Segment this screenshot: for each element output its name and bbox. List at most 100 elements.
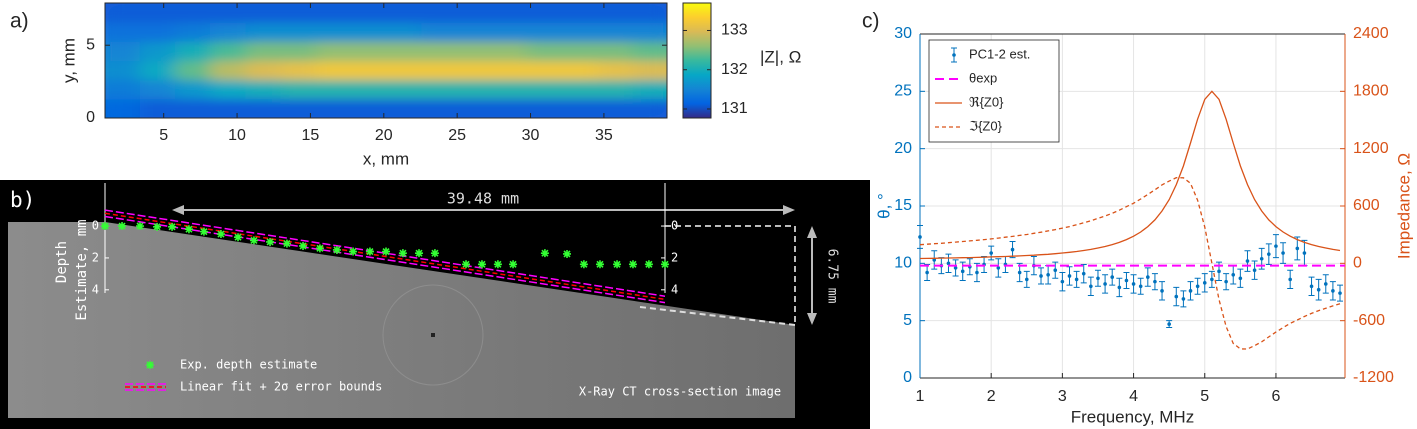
heatmap-cell	[174, 79, 212, 100]
data-point	[1167, 322, 1171, 326]
y-tick-label: 2	[671, 250, 678, 264]
depth-point	[136, 222, 145, 231]
heatmap-cell	[597, 40, 634, 61]
legend-marker	[146, 361, 154, 369]
data-point	[1046, 273, 1050, 277]
heatmap-cell	[105, 3, 141, 23]
heatmap-cell	[210, 79, 247, 100]
legend-box	[928, 39, 1060, 143]
heatmap-cell	[210, 98, 247, 118]
y-tick-label: 25	[894, 83, 912, 100]
heatmap-cell	[245, 98, 282, 118]
heatmap-cell	[491, 40, 529, 61]
heatmap-cell	[280, 60, 317, 81]
heatmap-cell	[386, 40, 423, 61]
depth-point	[613, 260, 622, 269]
heatmap-cell	[210, 21, 247, 42]
data-point	[1281, 251, 1285, 255]
depth-point	[349, 247, 358, 256]
heatmap-cell	[456, 79, 493, 100]
heatmap-cell	[632, 3, 667, 23]
data-point	[1138, 284, 1143, 289]
heatmap-cell	[245, 3, 282, 23]
legend-label: Linear fit + 2σ error bounds	[180, 380, 382, 394]
x-axis-label: Frequency, MHz	[1071, 407, 1194, 426]
data-point	[1067, 274, 1072, 278]
x-tick-label: 15	[302, 127, 320, 144]
heatmap	[105, 3, 667, 118]
heatmap-cell	[280, 3, 317, 23]
x-tick-label: 30	[522, 127, 540, 144]
heatmap-cell	[632, 60, 667, 81]
data-point	[1039, 274, 1043, 278]
heatmap-cell	[456, 40, 493, 61]
data-point	[1274, 244, 1278, 248]
heatmap-cell	[386, 3, 423, 23]
data-point	[1259, 256, 1264, 261]
heatmap-cell	[280, 98, 317, 118]
heatmap-cell	[597, 79, 634, 100]
y-tick-label: 20	[894, 140, 912, 157]
panel-label: b)	[10, 188, 35, 212]
heatmap-cell	[210, 40, 247, 61]
heatmap-cell	[527, 21, 564, 42]
width-annotation: 39.48 mm	[447, 190, 519, 208]
depth-point	[249, 236, 258, 245]
ct-wedge	[8, 222, 795, 418]
heatmap-cell	[139, 60, 176, 81]
ct-spot	[431, 333, 435, 337]
y-tick-label: 0	[671, 219, 678, 233]
data-point	[1089, 284, 1093, 289]
data-point	[1295, 246, 1300, 251]
x-tick-label: 10	[228, 127, 246, 144]
y-tick-label: 0	[903, 369, 912, 386]
depth-point	[462, 260, 471, 269]
heatmap-cell	[174, 3, 212, 23]
depth-point	[365, 247, 374, 256]
heatmap-cell	[421, 98, 458, 118]
heatmap-cell	[491, 3, 529, 23]
depth-point	[493, 260, 502, 269]
data-point	[1323, 282, 1328, 286]
data-point	[1024, 277, 1029, 282]
heatmap-cell	[315, 60, 353, 81]
heatmap-cell	[105, 40, 141, 61]
heatmap-cell	[105, 79, 141, 100]
depth-chart: 0 0 2 2 4 4 Depth Estimate, mm Exp. depth estima…	[10, 183, 678, 394]
data-point	[960, 269, 965, 274]
heatmap-cell	[491, 60, 529, 81]
data-point	[975, 270, 979, 275]
heatmap-cell	[386, 60, 423, 81]
heatmap-cell	[491, 98, 529, 118]
heatmap-cell	[421, 21, 458, 42]
depth-point	[332, 245, 341, 254]
heatmap-cell	[527, 98, 564, 118]
heatmap-cell	[315, 21, 353, 42]
colorbar	[682, 2, 712, 119]
depth-point	[430, 249, 439, 258]
heatmap-cell	[105, 21, 141, 42]
data-point	[1060, 279, 1065, 284]
data-point	[1195, 284, 1200, 289]
y-tick-label: 0	[86, 109, 95, 126]
heatmap-cell	[386, 21, 423, 42]
depth-point	[477, 260, 486, 269]
data-point	[1210, 277, 1214, 282]
depth-point	[153, 222, 162, 231]
data-point	[996, 266, 1001, 270]
heatmap-cell	[456, 60, 493, 81]
data-point	[1231, 273, 1236, 277]
data-point	[932, 258, 937, 262]
depth-point	[563, 249, 572, 258]
heatmap-cell	[245, 60, 282, 81]
heatmap-cell	[386, 98, 423, 118]
y2-tick-label: -1200	[1353, 369, 1394, 386]
data-point	[1217, 269, 1221, 274]
heatmap-cell	[527, 79, 564, 100]
data-point	[1124, 278, 1129, 283]
heatmap-cell	[139, 3, 176, 23]
y-axis-label: y, mm	[59, 38, 78, 83]
heatmap-cell	[632, 40, 667, 61]
depth-point	[540, 249, 549, 258]
